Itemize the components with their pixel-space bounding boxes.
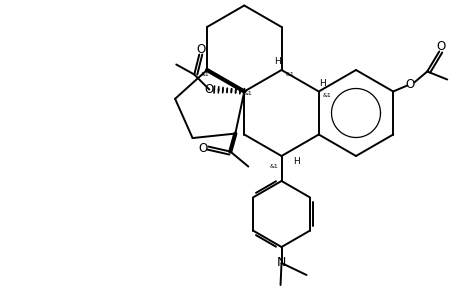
Text: &1: &1 — [201, 72, 209, 77]
Text: H: H — [274, 58, 281, 66]
Text: &1: &1 — [322, 93, 331, 98]
Text: &1: &1 — [244, 91, 253, 96]
Text: O: O — [437, 40, 446, 53]
Text: &1: &1 — [285, 72, 294, 77]
Text: H: H — [319, 79, 326, 88]
Text: &1: &1 — [269, 164, 278, 168]
Text: N: N — [277, 257, 286, 269]
Text: O: O — [205, 83, 214, 96]
Text: O: O — [405, 78, 415, 91]
Text: H: H — [293, 156, 300, 165]
Text: O: O — [197, 43, 206, 56]
Text: O: O — [199, 142, 208, 155]
